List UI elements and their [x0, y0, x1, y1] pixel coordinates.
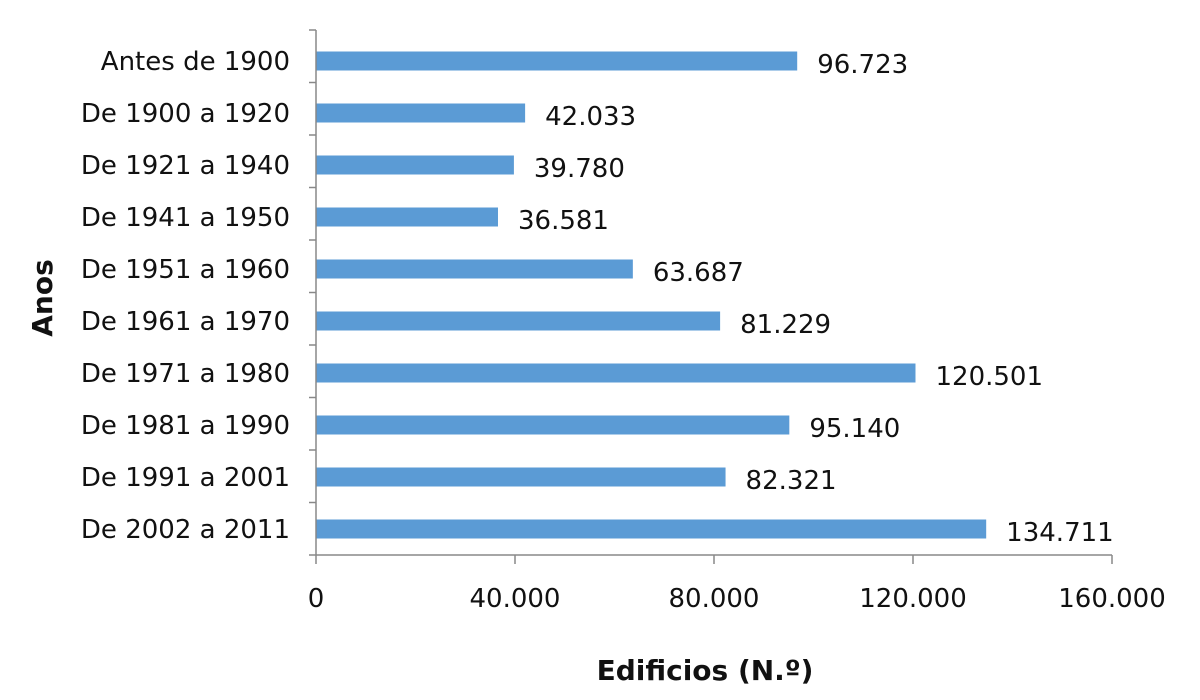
bars-layer: [316, 51, 987, 539]
x-tick-label-3: 80.000: [669, 584, 760, 614]
bar-9: [316, 467, 726, 487]
bar-1: [316, 51, 798, 71]
bar-5: [316, 259, 633, 279]
category-label-7: De 1971 a 1980: [81, 359, 290, 389]
value-label-8: 95.140: [809, 414, 900, 444]
category-label-6: De 1961 a 1970: [81, 307, 290, 337]
category-label-10: De 2002 a 2011: [81, 515, 290, 545]
value-label-5: 63.687: [653, 258, 744, 288]
bar-10: [316, 519, 987, 539]
category-label-4: De 1941 a 1950: [81, 203, 290, 233]
value-label-6: 81.229: [740, 310, 831, 340]
x-tick-label-2: 40.000: [470, 584, 561, 614]
category-label-1: Antes de 1900: [101, 47, 290, 77]
value-label-4: 36.581: [518, 206, 609, 236]
bar-7: [316, 363, 916, 383]
x-tick-label-1: 0: [308, 584, 325, 614]
bar-8: [316, 415, 790, 435]
value-label-1: 96.723: [817, 50, 908, 80]
x-tick-label-5: 160.000: [1058, 584, 1166, 614]
bar-3: [316, 155, 514, 175]
value-label-7: 120.501: [935, 362, 1043, 392]
labels-layer: Antes de 1900 96.723 De 1900 a 1920 42.033 D…: [81, 47, 1166, 614]
x-axis-title: Edificios (N.º): [597, 654, 814, 687]
category-label-8: De 1981 a 1990: [81, 411, 290, 441]
category-label-5: De 1951 a 1960: [81, 255, 290, 285]
value-label-9: 82.321: [746, 466, 837, 496]
value-label-3: 39.780: [534, 154, 625, 184]
bar-4: [316, 207, 498, 227]
bar-2: [316, 103, 526, 123]
category-label-2: De 1900 a 1920: [81, 99, 290, 129]
category-label-3: De 1921 a 1940: [81, 151, 290, 181]
axes-layer: [309, 29, 1113, 564]
bar-6: [316, 311, 721, 331]
x-tick-label-4: 120.000: [859, 584, 967, 614]
value-label-2: 42.033: [545, 102, 636, 132]
value-label-10: 134.711: [1006, 518, 1114, 548]
category-label-9: De 1991 a 2001: [81, 463, 290, 493]
y-axis-title: Anos: [26, 259, 59, 337]
